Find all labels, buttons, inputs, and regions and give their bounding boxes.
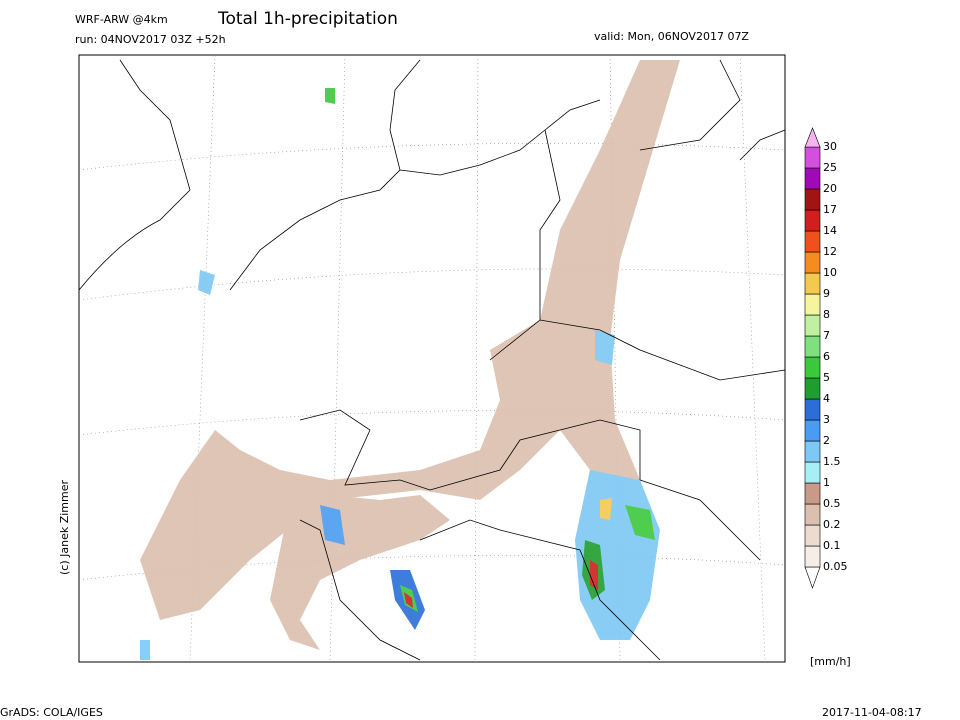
colorbar-box <box>804 398 821 421</box>
precipitation <box>140 60 680 660</box>
colorbar-label: 17 <box>823 203 837 216</box>
colorbar-label: 0.2 <box>823 518 841 531</box>
colorbar-label: 3 <box>823 413 830 426</box>
valid-label: valid: Mon, 06NOV2017 07Z <box>594 30 749 43</box>
colorbar-box <box>804 251 821 274</box>
run-label: run: 04NOV2017 03Z +52h <box>75 33 226 46</box>
colorbar-box <box>804 482 821 505</box>
colorbar-box <box>804 272 821 295</box>
colorbar-label: 20 <box>823 182 837 195</box>
colorbar-label: 8 <box>823 308 830 321</box>
colorbar-box <box>804 314 821 337</box>
colorbar-label: 5 <box>823 371 830 384</box>
colorbar-label: 7 <box>823 329 830 342</box>
footer-left: GrADS: COLA/IGES <box>0 706 103 719</box>
colorbar-box <box>804 503 821 526</box>
colorbar: 0.05 0.1 0.2 0.5 1 1.5 2 3 4 5 6 7 8 9 10 12 14 17 20 25 30 <box>804 127 848 589</box>
title: Total 1h-precipitation <box>217 9 398 29</box>
colorbar-box <box>804 524 821 547</box>
colorbar-box <box>804 146 821 169</box>
colorbar-label: 0.5 <box>823 497 841 510</box>
colorbar-box <box>804 230 821 253</box>
colorbar-box <box>804 461 821 484</box>
colorbar-box <box>804 209 821 232</box>
colorbar-box <box>804 335 821 358</box>
colorbar-label: 12 <box>823 245 837 258</box>
colorbar-under <box>804 566 821 589</box>
colorbar-label: 30 <box>823 140 837 153</box>
footer-right: 2017-11-04-08:17 <box>822 706 922 719</box>
colorbar-label: 2 <box>823 434 830 447</box>
colorbar-over <box>804 127 821 148</box>
model-label: WRF-ARW @4km <box>75 13 168 26</box>
colorbar-label: 25 <box>823 161 837 174</box>
colorbar-box <box>804 356 821 379</box>
map-area <box>78 54 786 663</box>
credit: (c) Janek Zimmer <box>58 479 71 575</box>
colorbar-box <box>804 440 821 463</box>
colorbar-box <box>804 545 821 568</box>
colorbar-label: 0.05 <box>823 560 848 573</box>
colorbar-box <box>804 188 821 211</box>
colorbar-box <box>804 377 821 400</box>
graticule <box>78 54 786 663</box>
colorbar-label: 4 <box>823 392 830 405</box>
colorbar-label: 1.5 <box>823 455 841 468</box>
colorbar-label: 6 <box>823 350 830 363</box>
colorbar-label: 0.1 <box>823 539 841 552</box>
colorbar-label: 1 <box>823 476 830 489</box>
unit-label: [mm/h] <box>810 655 851 668</box>
colorbar-label: 14 <box>823 224 837 237</box>
colorbar-label: 9 <box>823 287 830 300</box>
colorbar-box <box>804 419 821 442</box>
coastlines-borders <box>78 59 786 661</box>
colorbar-box <box>804 293 821 316</box>
colorbar-box <box>804 167 821 190</box>
colorbar-label: 10 <box>823 266 837 279</box>
